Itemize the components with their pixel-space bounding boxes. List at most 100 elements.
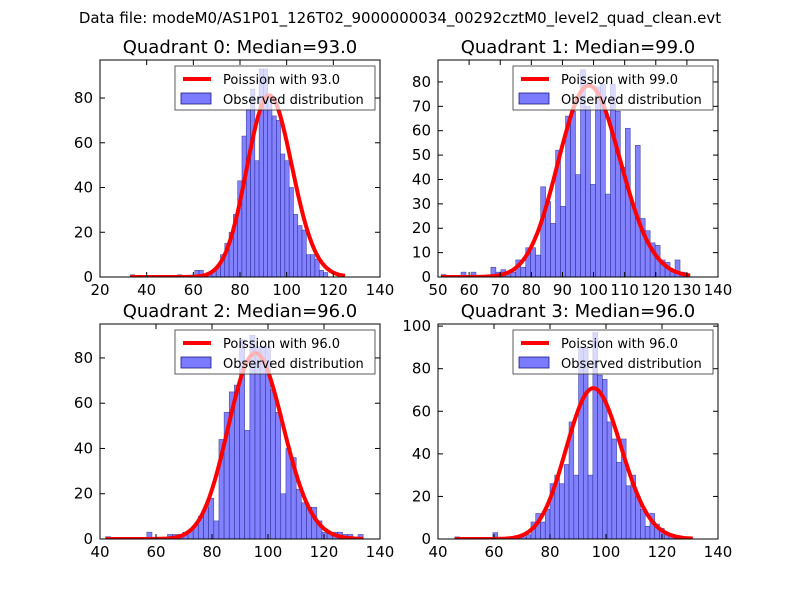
- histogram-bar: [644, 525, 651, 539]
- y-tick-label: 20: [74, 223, 93, 241]
- subplot-quadrant-1: 50 60 70 80 90 100 110 120 130 140 0 10 20 30 40 50 60 70…: [412, 37, 732, 299]
- axes-frame: [437, 59, 719, 278]
- x-tick-label: 120: [319, 281, 348, 299]
- histogram-bar: [470, 271, 477, 277]
- histogram-bar: [560, 205, 566, 277]
- y-tick-label: 40: [74, 179, 93, 197]
- y-tick-label: 50: [412, 146, 431, 164]
- y-tick-label: 60: [412, 122, 431, 140]
- histogram-bar: [276, 120, 281, 277]
- x-tick-label: 100: [254, 543, 283, 561]
- subplot-title: Quadrant 1: Median=99.0: [461, 37, 696, 58]
- axes-frame: [99, 323, 381, 540]
- x-tick-label: 100: [272, 281, 301, 299]
- y-tick-label: 0: [83, 530, 93, 548]
- y-tick-label: 40: [412, 170, 431, 188]
- histogram-bar: [314, 258, 320, 277]
- histogram-bar: [323, 272, 329, 277]
- x-tick-label: 80: [230, 281, 249, 299]
- subplot-title: Quadrant 2: Median=96.0: [123, 301, 358, 322]
- histogram-bar: [271, 115, 277, 277]
- histogram-bar: [318, 269, 324, 277]
- histogram-bar: [565, 115, 571, 277]
- histogram-bar: [624, 127, 631, 277]
- x-tick-label: 100: [579, 281, 608, 299]
- histogram-bar: [615, 110, 621, 277]
- x-tick-label: 80: [202, 543, 221, 561]
- histogram-bar: [525, 534, 532, 539]
- histogram-bar: [583, 347, 589, 539]
- legend-label-poisson: Poission with 99.0: [561, 73, 678, 88]
- x-tick-label: 130: [673, 281, 702, 299]
- histogram-bar: [293, 214, 299, 277]
- y-tick-label: 0: [421, 530, 431, 548]
- subplot-title: Quadrant 0: Median=93.0: [123, 37, 358, 58]
- legend-label-poisson: Poission with 96.0: [561, 337, 678, 352]
- x-tick-label: 90: [553, 281, 572, 299]
- legend-patch-swatch: [180, 356, 212, 369]
- legend-label-observed: Observed distribution: [223, 357, 364, 372]
- histogram-bar: [285, 448, 292, 539]
- histogram-bar: [244, 430, 251, 539]
- y-tick-label: 20: [412, 219, 431, 237]
- histogram-bar: [620, 166, 626, 277]
- legend: Poission with 96.0 Observed distribution: [174, 329, 376, 375]
- legend-label-poisson: Poission with 93.0: [223, 73, 340, 88]
- x-tick-label: 70: [491, 281, 510, 299]
- histogram-bar: [213, 520, 220, 539]
- legend: Poission with 96.0 Observed distribution: [512, 329, 714, 375]
- histogram-bar: [284, 160, 290, 277]
- histogram-bar: [595, 86, 601, 277]
- legend-label-observed: Observed distribution: [223, 93, 364, 108]
- legend-patch-swatch: [518, 356, 550, 369]
- y-tick-label: 20: [412, 487, 431, 505]
- histogram-bar: [606, 421, 613, 539]
- histogram-bar: [625, 485, 632, 539]
- histogram-bar: [259, 346, 266, 539]
- histogram-bar: [575, 174, 581, 277]
- y-tick-label: 40: [412, 445, 431, 463]
- x-tick-label: 120: [641, 281, 670, 299]
- histogram-bar: [208, 497, 215, 539]
- x-tick-label: 80: [540, 543, 559, 561]
- legend-label-observed: Observed distribution: [561, 93, 702, 108]
- x-tick-label: 100: [592, 543, 621, 561]
- histogram-bar: [587, 474, 594, 539]
- histogram-bar: [492, 532, 498, 539]
- histogram-bar: [559, 483, 565, 539]
- legend: Poission with 99.0 Observed distribution: [512, 65, 714, 111]
- histogram-bar: [267, 97, 273, 277]
- histogram-bar: [234, 384, 240, 539]
- y-tick-label: 60: [412, 402, 431, 420]
- histogram-bar: [535, 254, 541, 277]
- y-tick-label: 100: [402, 317, 431, 335]
- histogram-bar: [578, 347, 584, 539]
- histogram-bar: [540, 521, 546, 539]
- histogram-bar: [616, 462, 622, 539]
- histogram-bars: [130, 68, 329, 277]
- legend-patch-swatch: [180, 92, 212, 105]
- x-tick-label: 60: [146, 543, 165, 561]
- x-tick-label: 140: [366, 543, 395, 561]
- x-tick-label: 20: [90, 281, 109, 299]
- histogram-bar: [245, 108, 251, 277]
- x-tick-label: 120: [310, 543, 339, 561]
- x-tick-label: 140: [704, 543, 733, 561]
- y-tick-label: 60: [74, 134, 93, 152]
- x-tick-label: 40: [90, 543, 109, 561]
- histogram-bar: [301, 229, 307, 277]
- subplot-title: Quadrant 3: Median=96.0: [461, 301, 696, 322]
- x-tick-label: 110: [610, 281, 639, 299]
- y-tick-label: 40: [74, 439, 93, 457]
- y-tick-label: 20: [74, 485, 93, 503]
- histogram-bar: [610, 84, 616, 277]
- figure-suptitle: Data file: modeM0/AS1P01_126T02_90000000…: [78, 9, 722, 27]
- y-tick-label: 0: [421, 268, 431, 286]
- x-tick-label: 60: [484, 543, 503, 561]
- histogram-bar: [241, 135, 247, 277]
- y-tick-label: 70: [412, 97, 431, 115]
- x-tick-label: 40: [428, 543, 447, 561]
- histogram-bar: [254, 160, 260, 277]
